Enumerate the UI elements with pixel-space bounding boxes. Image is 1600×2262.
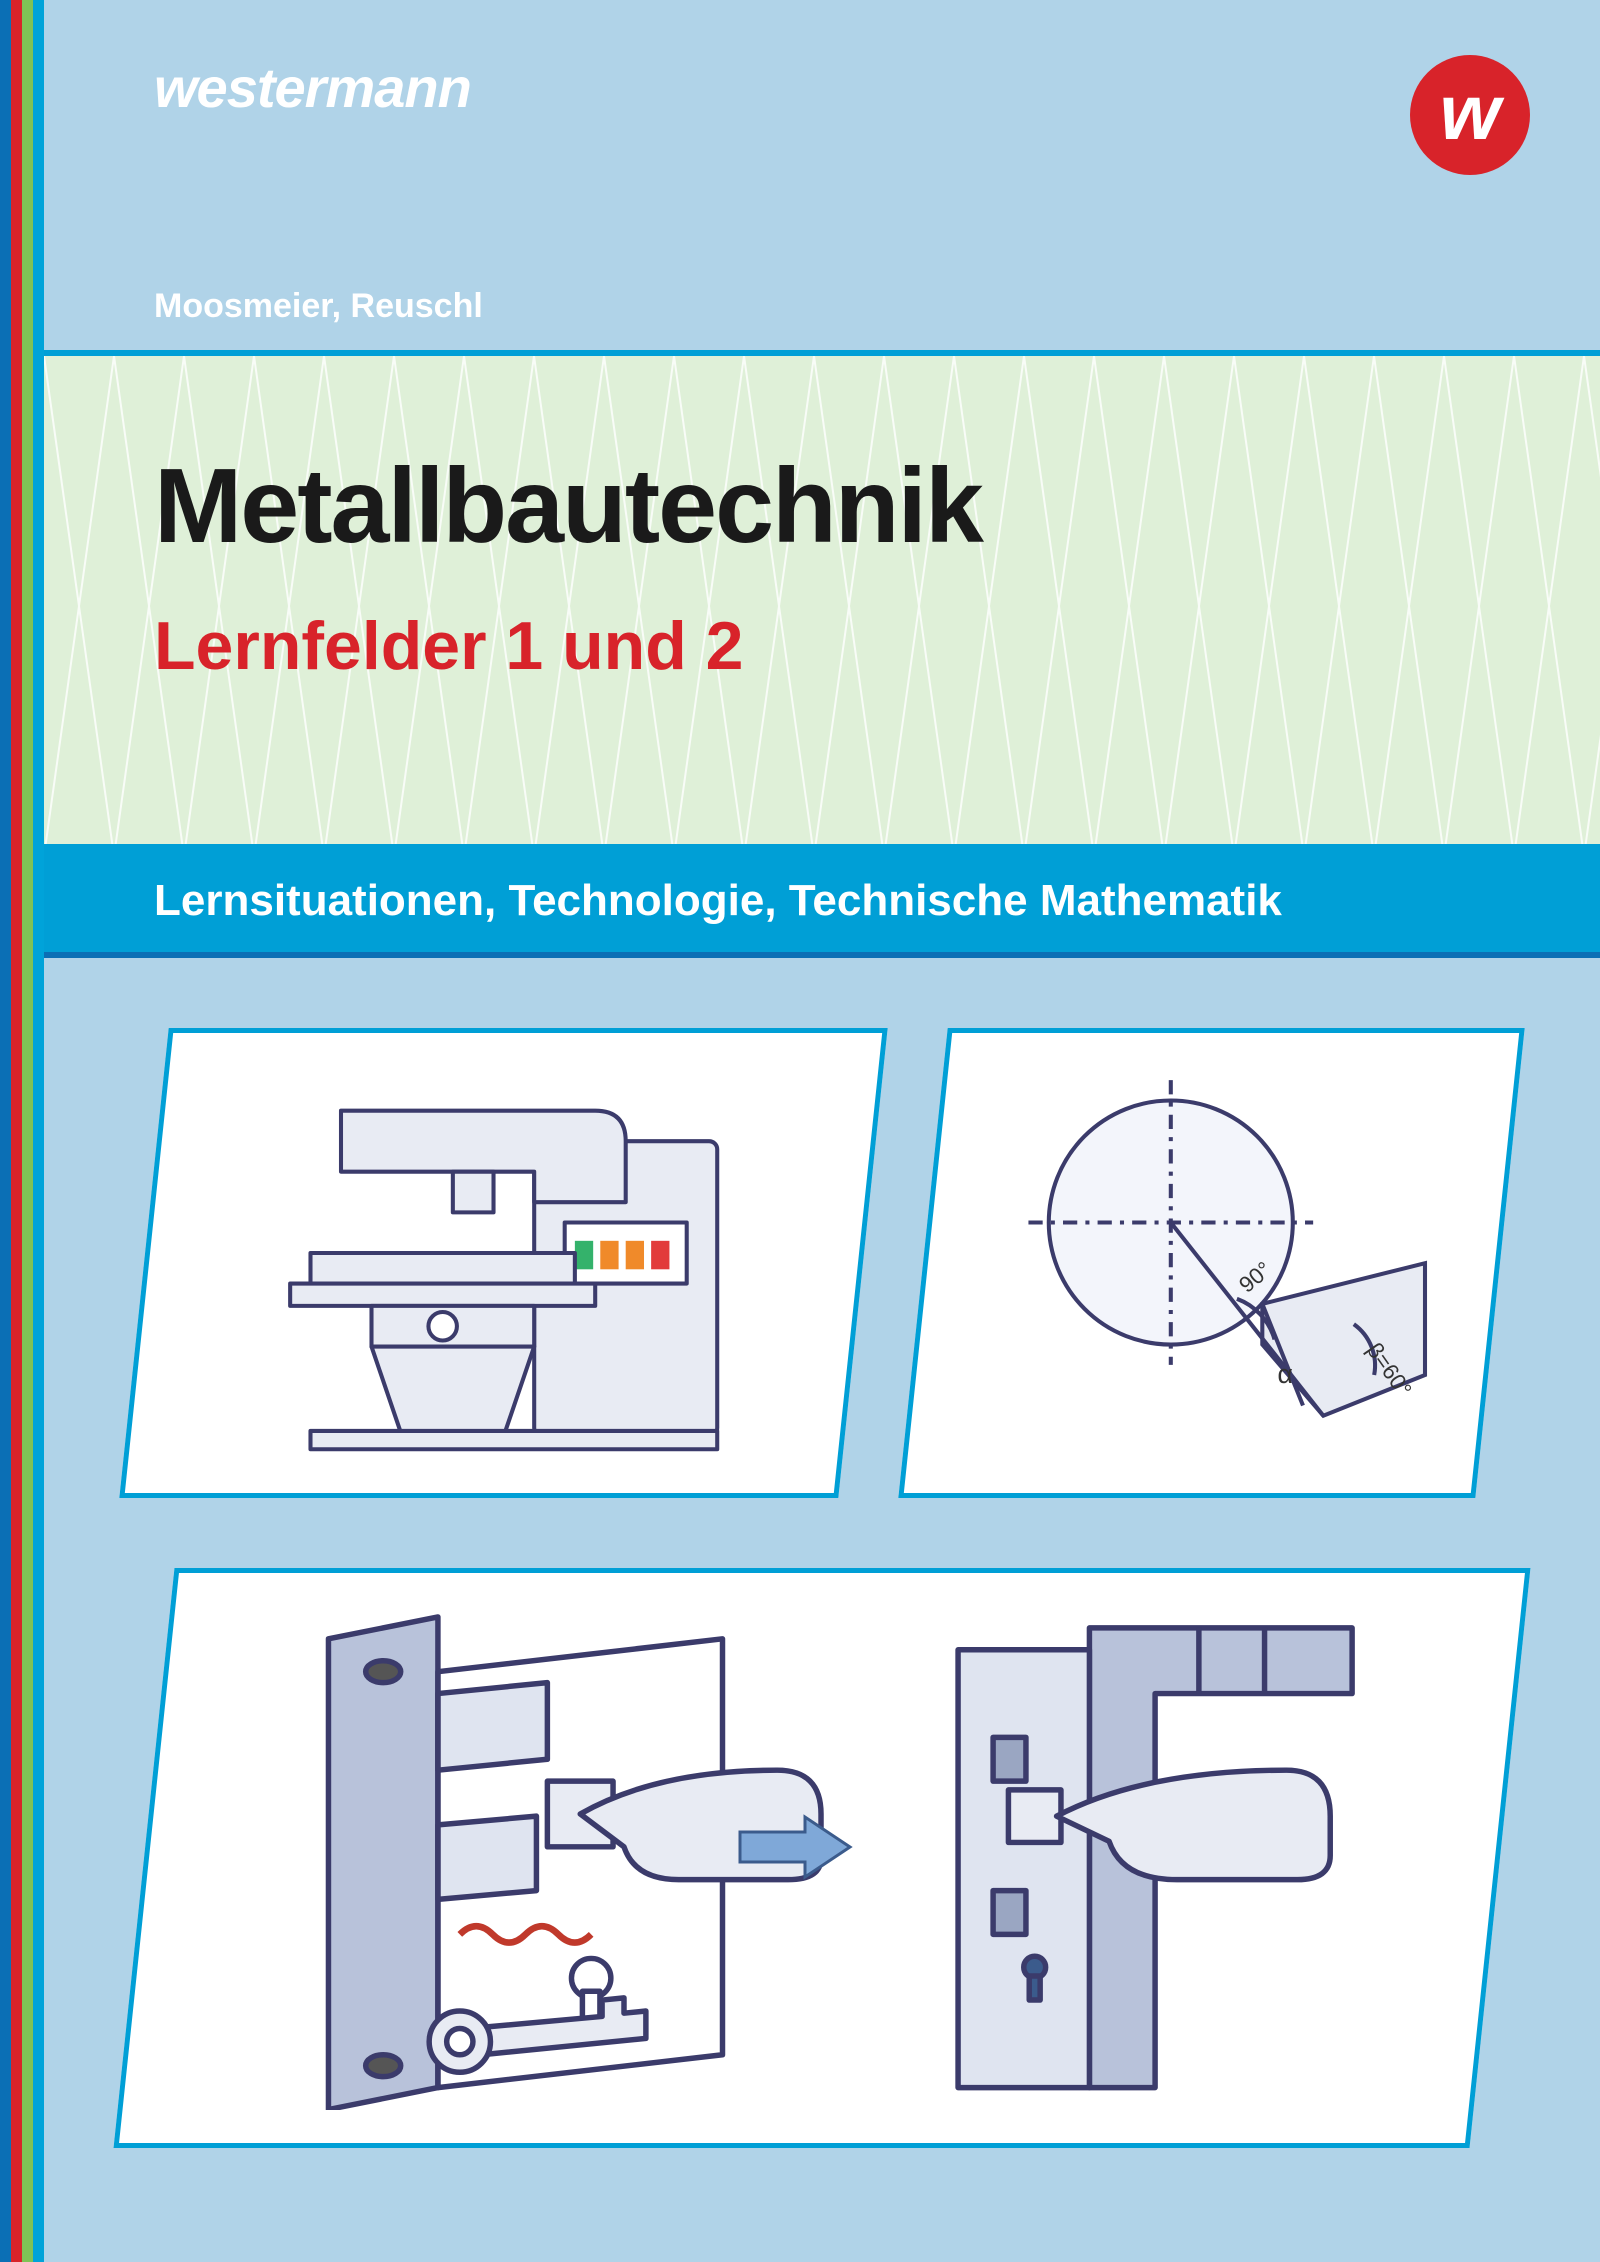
arrow-icon <box>735 1812 855 1882</box>
main-title: Metallbautechnik <box>154 446 1490 567</box>
illustrations-row-top: 90° α β=60° <box>144 1028 1500 1498</box>
door-installed-icon <box>848 1606 1397 2110</box>
illustrations-row-bottom <box>144 1568 1500 2148</box>
subtitle: Lernfelder 1 und 2 <box>154 607 1490 685</box>
milling-machine-icon <box>196 1070 811 1456</box>
spine-stripe-1 <box>0 0 11 2262</box>
spine-stripe-4 <box>33 0 44 2262</box>
cover-page: westermann w Moosmeier, Reuschl Metallba… <box>44 0 1600 2262</box>
panel-cutting-angle: 90° α β=60° <box>898 1028 1525 1498</box>
spine-stripe-2 <box>11 0 22 2262</box>
illustrations-area: 90° α β=60° <box>44 958 1600 2258</box>
triangle-pattern <box>44 356 1600 850</box>
panel-milling-machine <box>119 1028 887 1498</box>
angle-alpha-label: α <box>1278 1359 1293 1389</box>
header-region: westermann w Moosmeier, Reuschl <box>44 0 1600 350</box>
authors-label: Moosmeier, Reuschl <box>154 287 483 326</box>
spine-stripes <box>0 0 44 2262</box>
topics-bar: Lernsituationen, Technologie, Technische… <box>44 850 1600 958</box>
cutting-angle-diagram-icon: 90° α β=60° <box>969 1070 1454 1456</box>
publisher-logo-badge: w <box>1410 55 1530 175</box>
spine-stripe-3 <box>22 0 33 2262</box>
publisher-logo-letter: w <box>1440 73 1501 151</box>
title-band: Metallbautechnik Lernfelder 1 und 2 <box>44 350 1600 850</box>
panel-lock-assembly <box>114 1568 1531 2148</box>
publisher-brand: westermann <box>154 55 1530 120</box>
